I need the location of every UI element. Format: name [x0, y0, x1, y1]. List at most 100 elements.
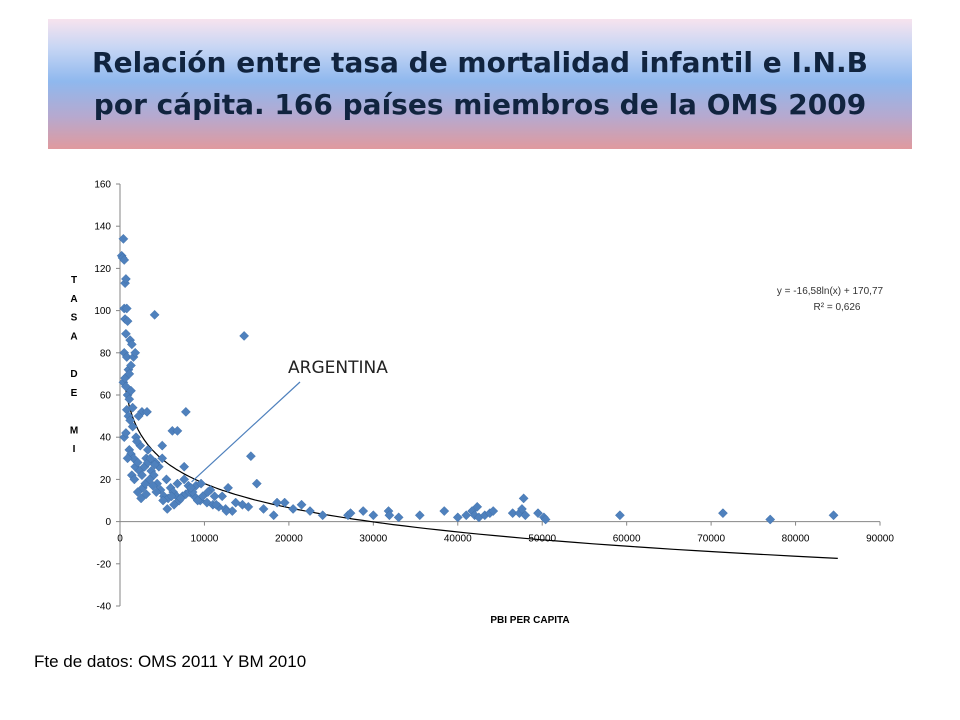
x-tick-label: 10000 [191, 534, 219, 545]
data-point [718, 508, 728, 519]
y-tick-label: 120 [94, 264, 111, 275]
data-point [122, 453, 133, 464]
data-point [121, 328, 131, 339]
x-tick-label: 30000 [359, 534, 387, 545]
data-point [124, 369, 135, 379]
data-point [179, 474, 190, 485]
data-point [172, 425, 183, 436]
data-point [157, 440, 168, 451]
data-point [144, 474, 155, 485]
data-point [126, 360, 136, 371]
data-point [172, 478, 183, 489]
data-point [517, 504, 527, 514]
data-point [148, 480, 158, 491]
data-point [439, 506, 450, 516]
x-tick-label: 20000 [275, 534, 303, 545]
data-point [161, 474, 172, 485]
data-point [507, 508, 518, 519]
data-point [126, 339, 137, 350]
y-tick-label: 60 [100, 391, 112, 402]
data-point [149, 459, 160, 470]
x-tick-label: 40000 [444, 534, 472, 545]
y-tick-label: 0 [105, 517, 111, 528]
data-point [151, 487, 162, 497]
data-point [121, 352, 132, 362]
argentina-label: ARGENTINA [288, 358, 388, 378]
x-tick-label: 70000 [697, 534, 725, 545]
y-tick-label: 20 [100, 475, 112, 486]
data-point [765, 514, 776, 525]
data-point [472, 501, 483, 512]
data-point [520, 510, 531, 521]
data-point [130, 347, 141, 358]
trendline-equation: y = -16,58ln(x) + 170,77 [777, 286, 884, 297]
y-axis-label-letter: D [70, 369, 77, 380]
y-axis-label-letter: T [71, 275, 77, 286]
data-point [317, 510, 328, 521]
data-point [121, 274, 131, 284]
data-point [121, 428, 131, 438]
data-point [132, 457, 143, 468]
data-point [239, 331, 250, 341]
data-point [452, 512, 463, 523]
data-point [169, 499, 179, 510]
slide-title: Relación entre tasa de mortalidad infant… [92, 46, 868, 121]
y-axis-label-letter: S [71, 313, 78, 324]
y-tick-label: 80 [100, 348, 112, 359]
log-trendline [123, 374, 838, 559]
data-point [358, 506, 369, 516]
y-axis-label-letter: A [70, 294, 77, 305]
data-point [345, 508, 356, 519]
data-point [368, 510, 379, 521]
x-tick-label: 0 [117, 534, 123, 545]
data-point [268, 510, 279, 521]
data-point [133, 411, 144, 421]
y-axis-label-letter: I [73, 444, 76, 455]
y-axis-label-letter: M [70, 425, 78, 436]
data-point [137, 470, 147, 481]
data-point [211, 499, 222, 510]
data-point [533, 508, 543, 519]
x-tick-label: 90000 [866, 534, 894, 545]
data-point [209, 491, 220, 502]
x-tick-label: 60000 [613, 534, 641, 545]
data-point [258, 504, 269, 514]
data-point [414, 510, 425, 521]
data-point [296, 499, 307, 510]
trendline-r2: R² = 0,626 [814, 302, 861, 313]
data-point [230, 497, 241, 508]
data-point [393, 512, 404, 523]
y-axis-label-letter: E [71, 388, 78, 399]
data-point [149, 309, 160, 320]
data-point [127, 402, 138, 413]
y-tick-label: 140 [94, 222, 111, 233]
data-point [180, 406, 191, 417]
data-point [129, 474, 140, 485]
data-point [166, 491, 177, 502]
data-point [119, 255, 130, 265]
data-point [305, 506, 315, 516]
data-point [118, 233, 129, 244]
data-source-note: Fte de datos: OMS 2011 Y BM 2010 [34, 652, 307, 671]
y-tick-label: 40 [100, 433, 112, 444]
data-point [384, 510, 395, 521]
data-point [196, 478, 206, 489]
data-point [186, 482, 196, 493]
data-point [272, 497, 282, 508]
data-point [158, 495, 168, 506]
data-point [221, 506, 232, 516]
x-tick-label: 80000 [782, 534, 810, 545]
x-axis-label: PBI PER CAPITA [490, 615, 569, 626]
data-point [615, 510, 625, 521]
data-point [157, 453, 168, 464]
data-point [461, 510, 472, 521]
y-tick-label: -20 [97, 559, 112, 570]
data-point [251, 478, 262, 489]
data-point [202, 487, 213, 497]
data-point [223, 482, 233, 493]
y-tick-label: -40 [97, 602, 112, 613]
data-point [828, 510, 839, 521]
data-point [124, 394, 135, 405]
x-tick-label: 50000 [528, 534, 556, 545]
